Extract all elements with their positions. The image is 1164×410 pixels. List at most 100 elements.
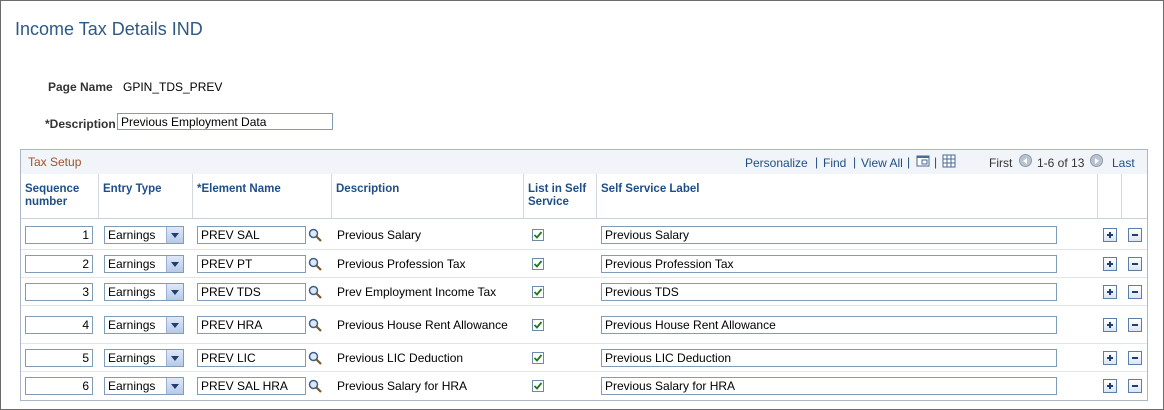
element-name-input[interactable] <box>197 283 306 301</box>
chevron-down-icon <box>166 317 183 333</box>
separator: | <box>907 155 911 169</box>
self-service-label-input[interactable] <box>601 316 1057 334</box>
find-link[interactable]: Find <box>823 156 847 170</box>
row-description: Previous Profession Tax <box>337 257 466 271</box>
delete-row-button[interactable] <box>1128 228 1142 242</box>
row-description: Previous Salary <box>337 228 422 242</box>
sequence-input[interactable] <box>25 283 93 301</box>
self-service-label-input[interactable] <box>601 255 1057 273</box>
separator: | <box>815 155 819 169</box>
separator: | <box>853 155 857 169</box>
description-input[interactable] <box>117 113 333 130</box>
entry-type-select[interactable]: Earnings <box>104 316 184 334</box>
add-row-button[interactable] <box>1103 318 1117 332</box>
list-self-service-checkbox[interactable] <box>532 258 544 270</box>
chevron-down-icon <box>166 284 183 300</box>
col-sequence-number: Sequence number <box>21 174 99 219</box>
lookup-icon[interactable] <box>308 318 322 332</box>
entry-type-value: Earnings <box>108 318 156 332</box>
delete-row-button[interactable] <box>1128 318 1142 332</box>
lookup-icon[interactable] <box>308 379 322 393</box>
self-service-label-input[interactable] <box>601 283 1057 301</box>
grid-title: Tax Setup <box>28 155 82 169</box>
sequence-input[interactable] <box>25 255 93 273</box>
list-self-service-checkbox[interactable] <box>532 319 544 331</box>
view-all-link[interactable]: View All <box>861 156 903 170</box>
chevron-down-icon <box>166 378 183 394</box>
element-name-input[interactable] <box>197 226 306 244</box>
element-name-input[interactable] <box>197 316 306 334</box>
row-range: 1-6 of 13 <box>1037 156 1085 170</box>
entry-type-select[interactable]: Earnings <box>104 255 184 273</box>
delete-row-button[interactable] <box>1128 257 1142 271</box>
last-link[interactable]: Last <box>1112 156 1135 170</box>
col-list-in-self-service: List in Self Service <box>524 174 597 219</box>
entry-type-value: Earnings <box>108 351 156 365</box>
personalize-link[interactable]: Personalize <box>745 156 808 170</box>
entry-type-select[interactable]: Earnings <box>104 377 184 395</box>
grid-header: Tax Setup Personalize | Find | View All … <box>21 150 1147 174</box>
entry-type-value: Earnings <box>108 257 156 271</box>
col-self-service-label: Self Service Label <box>597 174 1098 219</box>
row-description: Previous Salary for HRA <box>337 379 468 393</box>
page-title: Income Tax Details IND <box>15 19 203 39</box>
element-name-input[interactable] <box>197 377 306 395</box>
col-description: Description <box>332 174 524 219</box>
row-description: Prev Employment Income Tax <box>337 285 497 299</box>
page-name-label: Page Name <box>48 80 113 94</box>
lookup-icon[interactable] <box>308 285 322 299</box>
entry-type-value: Earnings <box>108 379 156 393</box>
self-service-label-input[interactable] <box>601 226 1057 244</box>
row-description: Previous LIC Deduction <box>337 351 464 365</box>
col-delete <box>1122 174 1147 219</box>
table-row: Earnings Previous Profession Tax <box>21 250 1147 278</box>
add-row-button[interactable] <box>1103 285 1117 299</box>
table-row: Earnings Previous LIC Deduction <box>21 344 1147 372</box>
sequence-input[interactable] <box>25 377 93 395</box>
element-name-input[interactable] <box>197 349 306 367</box>
lookup-icon[interactable] <box>308 228 322 242</box>
table-row: Earnings Previous Salary for HRA <box>21 372 1147 400</box>
next-icon[interactable] <box>1090 154 1103 167</box>
entry-type-select[interactable]: Earnings <box>104 283 184 301</box>
download-icon[interactable] <box>942 154 956 168</box>
delete-row-button[interactable] <box>1128 285 1142 299</box>
entry-type-value: Earnings <box>108 285 156 299</box>
description-label: *Description <box>45 117 116 131</box>
table-row: Earnings Prev Employment Income Tax <box>21 278 1147 306</box>
element-name-input[interactable] <box>197 255 306 273</box>
list-self-service-checkbox[interactable] <box>532 380 544 392</box>
list-self-service-checkbox[interactable] <box>532 229 544 241</box>
add-row-button[interactable] <box>1103 257 1117 271</box>
sequence-input[interactable] <box>25 349 93 367</box>
chevron-down-icon <box>166 256 183 272</box>
delete-row-button[interactable] <box>1128 351 1142 365</box>
sequence-input[interactable] <box>25 316 93 334</box>
tax-setup-grid: Tax Setup Personalize | Find | View All … <box>20 149 1148 401</box>
row-description: Previous House Rent Allowance <box>337 318 508 332</box>
add-row-button[interactable] <box>1103 351 1117 365</box>
self-service-label-input[interactable] <box>601 377 1057 395</box>
delete-row-button[interactable] <box>1128 379 1142 393</box>
zoom-icon[interactable] <box>916 154 930 168</box>
self-service-label-input[interactable] <box>601 349 1057 367</box>
table-row: Earnings Previous Salary <box>21 220 1147 250</box>
entry-type-select[interactable]: Earnings <box>104 226 184 244</box>
separator: | <box>934 155 938 169</box>
sequence-input[interactable] <box>25 226 93 244</box>
page-name-value: GPIN_TDS_PREV <box>123 80 223 94</box>
col-entry-type: Entry Type <box>99 174 193 219</box>
col-element-name: *Element Name <box>193 174 332 219</box>
chevron-down-icon <box>166 350 183 366</box>
previous-icon[interactable] <box>1019 154 1032 167</box>
add-row-button[interactable] <box>1103 228 1117 242</box>
lookup-icon[interactable] <box>308 257 322 271</box>
list-self-service-checkbox[interactable] <box>532 286 544 298</box>
first-label: First <box>989 156 1013 170</box>
chevron-down-icon <box>166 227 183 243</box>
list-self-service-checkbox[interactable] <box>532 352 544 364</box>
add-row-button[interactable] <box>1103 379 1117 393</box>
lookup-icon[interactable] <box>308 351 322 365</box>
entry-type-value: Earnings <box>108 228 156 242</box>
entry-type-select[interactable]: Earnings <box>104 349 184 367</box>
